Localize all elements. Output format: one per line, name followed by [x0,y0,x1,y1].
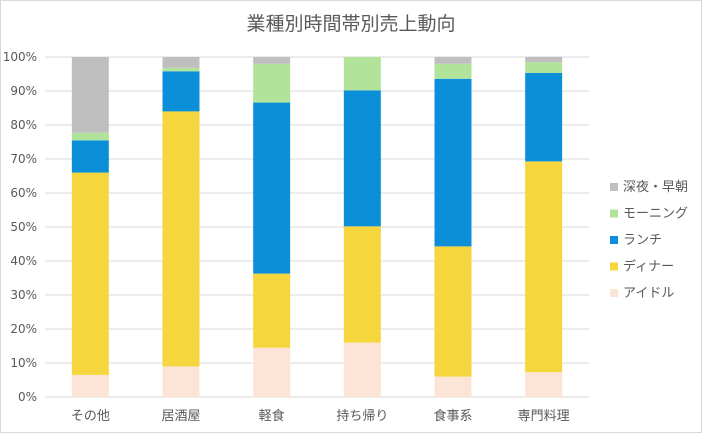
y-tick-label: 10% [10,356,37,370]
bar-segment [343,90,381,227]
legend-swatch [610,289,618,297]
bar-segment [434,78,472,247]
y-tick-label: 20% [10,322,37,336]
bar-segment [525,62,563,73]
bar-segment [343,226,381,343]
legend-label: アイドル [623,286,674,301]
y-tick-label: 40% [10,254,37,268]
x-axis-labels: その他 居酒屋 軽食 持ち帰り 食事系 専門料理 [71,408,570,424]
x-category-label: 軽食 [259,408,285,424]
bar-segment [71,57,109,133]
bar-segment [525,372,563,397]
bar-segment [253,57,291,64]
y-tick-label: 80% [10,118,37,132]
y-tick-label: 0% [18,390,37,404]
bar-segment [343,342,381,397]
bar-segment [71,132,109,141]
y-tick-label: 90% [10,84,37,98]
legend-swatch [610,262,618,271]
bar-segment [253,102,291,274]
x-category-label: 専門料理 [518,409,570,424]
bar-segment [162,71,200,112]
legend-swatch [610,183,618,191]
legend-swatch [610,236,618,244]
legend-label: ランチ [623,233,662,248]
bar-segment [162,57,200,68]
legend-label: 深夜・早朝 [623,180,688,195]
x-category-label: 食事系 [433,408,472,424]
bar-segment [162,67,200,72]
bar-segment [253,63,291,103]
bar-segment [343,57,381,91]
bar-segment [525,161,563,373]
chart-title: 業種別時間帯別売上動向 [246,13,456,35]
bar-segment [525,57,563,63]
y-tick-label: 50% [10,220,37,234]
bar-segment [434,57,472,64]
bar-segment [71,140,109,173]
bar-segment [71,374,109,397]
y-tick-label: 70% [10,152,37,166]
bar-segment [162,366,200,397]
x-category-label: 居酒屋 [161,409,200,424]
legend-label: ディナー [623,259,674,275]
bar-segment [253,347,291,397]
legend-label: モーニング [623,207,688,222]
bar-segment [525,72,563,162]
y-tick-label: 60% [10,186,37,200]
bar-segment [162,111,200,367]
x-category-label: その他 [71,409,110,424]
bar-segment [434,63,472,79]
bar-segment [434,376,472,397]
y-tick-label: 30% [10,288,37,302]
gridlines [45,56,589,398]
bar-segment [71,172,109,375]
x-category-label: 持ち帰り [336,408,388,424]
legend-swatch [610,209,618,218]
bar-segment [434,246,472,377]
bars [71,57,563,397]
y-axis-ticks: 0% 10% 20% 30% 40% 50% 60% 70% 80% 90% 100% [3,50,37,404]
bar-segment [253,273,291,348]
y-tick-label: 100% [3,50,37,64]
